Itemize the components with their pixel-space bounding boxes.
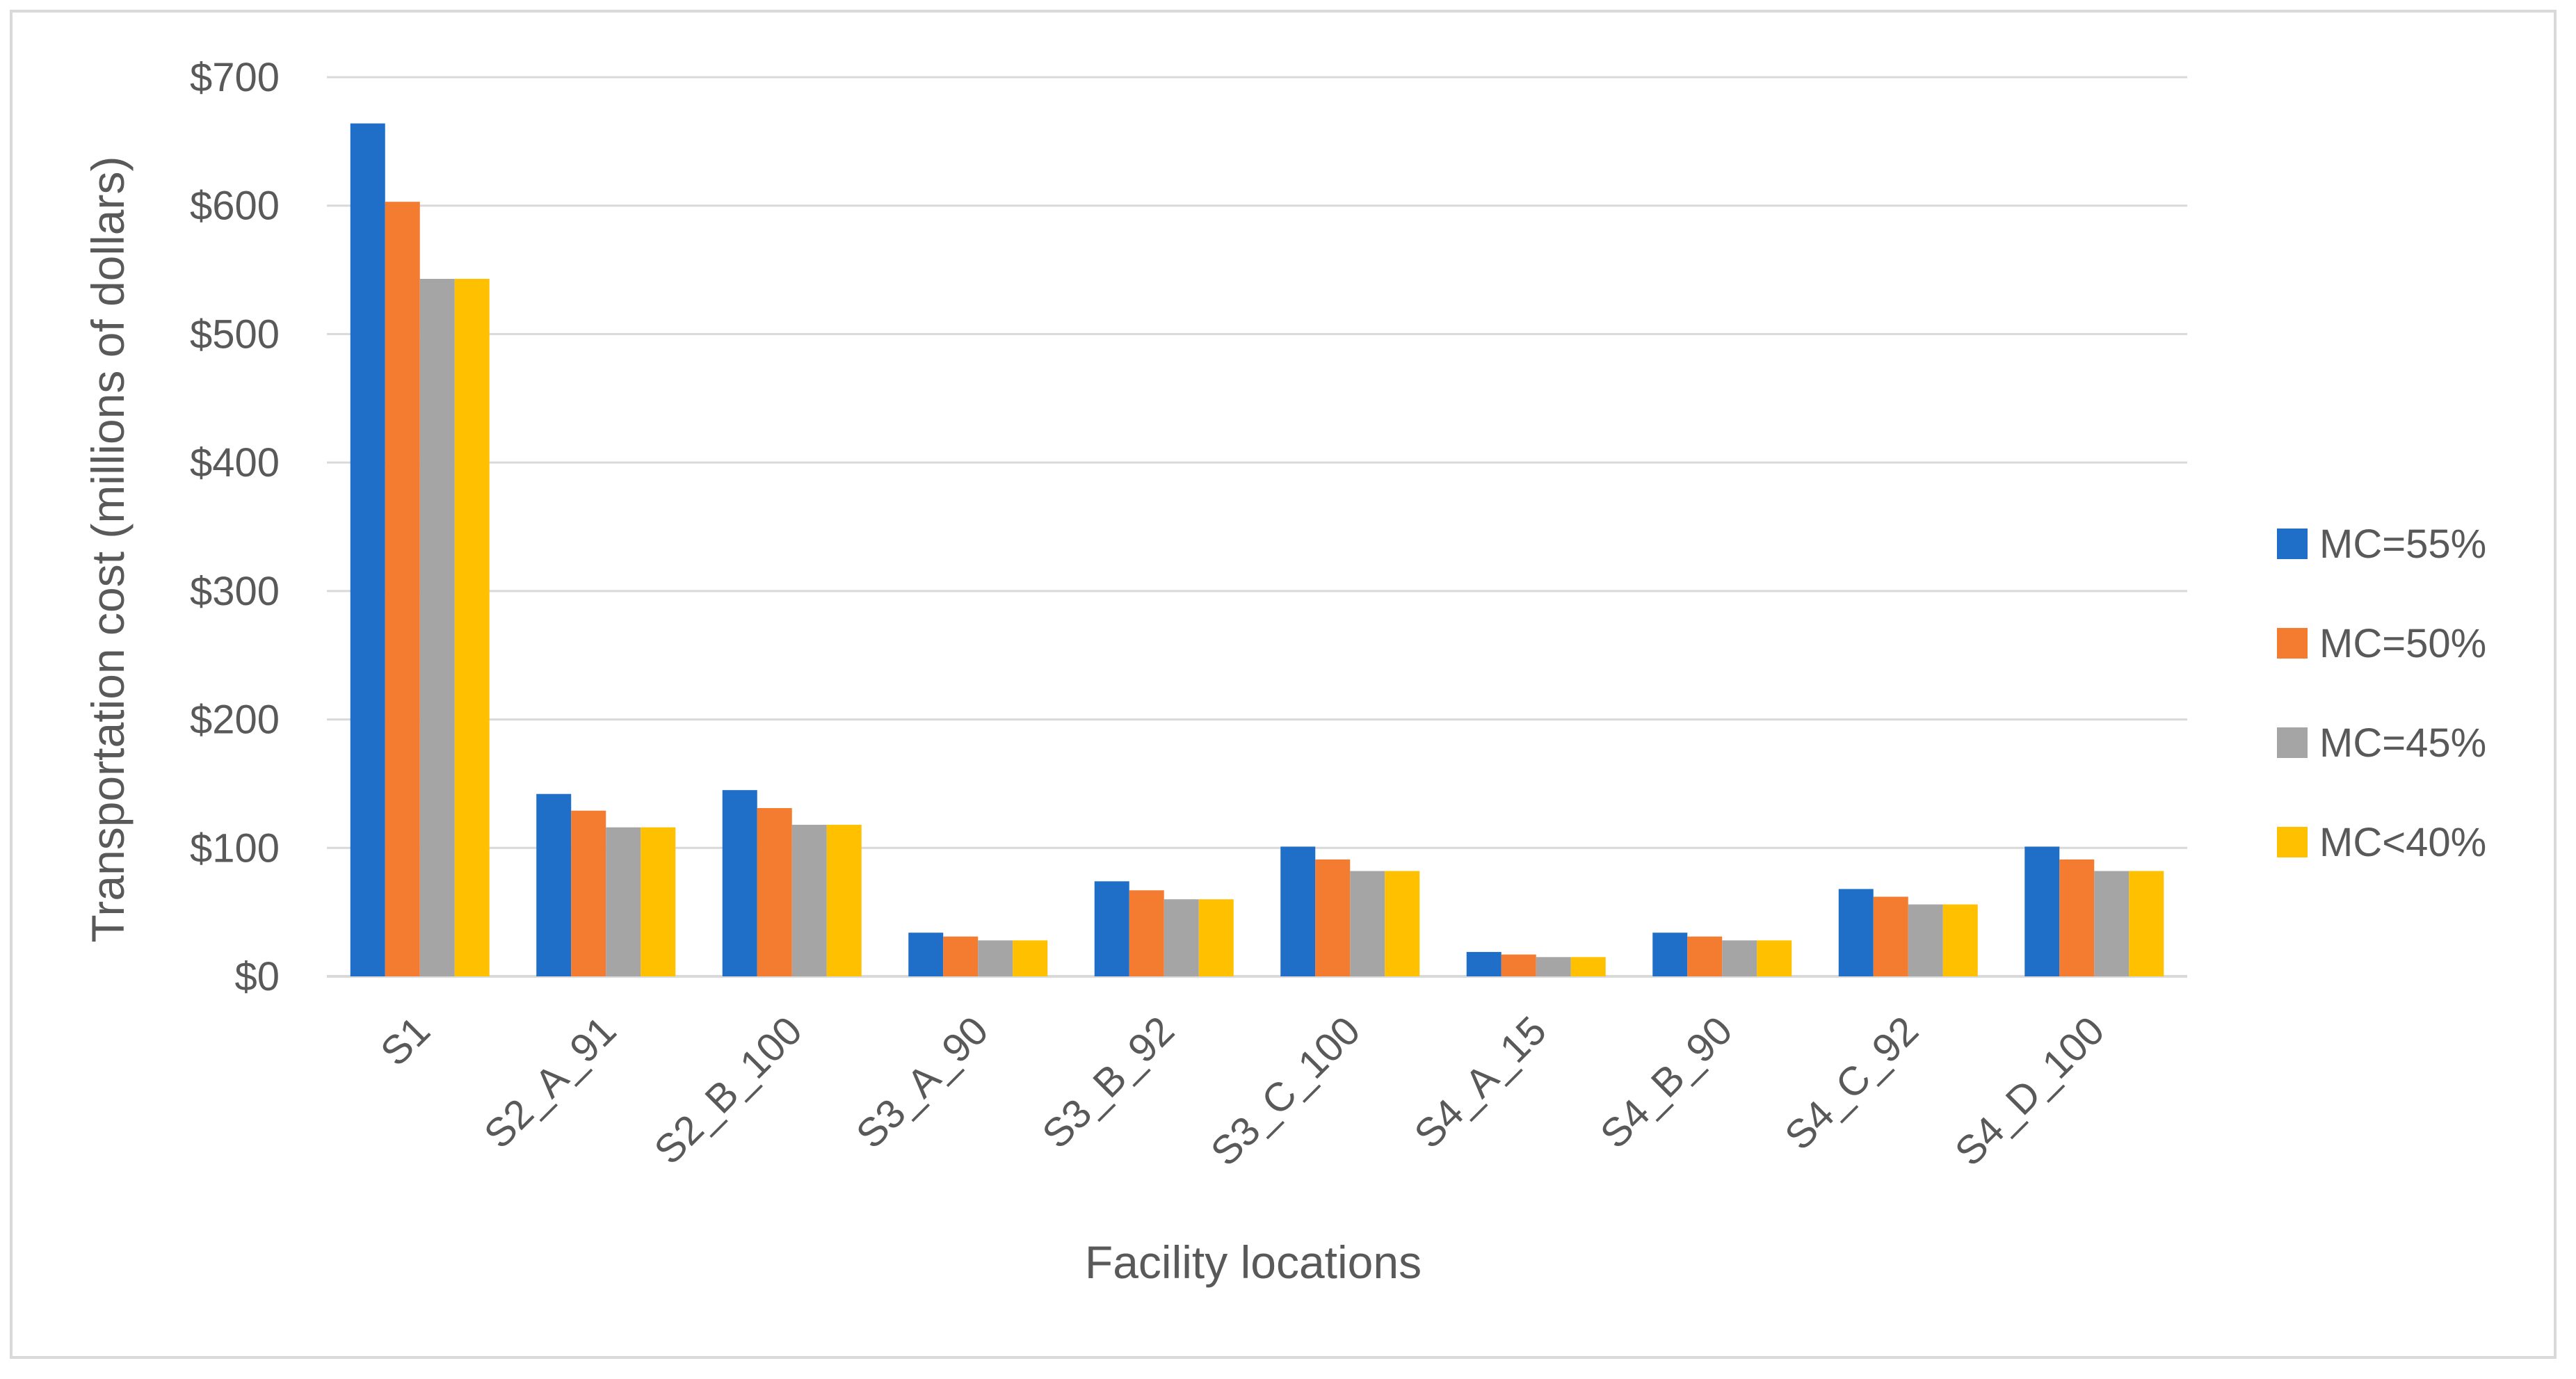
bar xyxy=(978,940,1013,976)
x-tick-label: S2_A_91 xyxy=(476,1008,625,1157)
bar xyxy=(791,825,827,976)
bar xyxy=(1942,904,1978,976)
legend-label: MC=45% xyxy=(2319,720,2486,766)
bar xyxy=(1129,890,1164,976)
bar xyxy=(722,790,757,976)
x-tick-label: S4_D_100 xyxy=(1947,1008,2114,1175)
bar xyxy=(2024,846,2060,976)
bar xyxy=(1198,899,1234,976)
x-tick-label: S4_B_90 xyxy=(1592,1008,1741,1157)
bar xyxy=(826,825,862,976)
bar xyxy=(1315,859,1351,976)
legend-item: MC=50% xyxy=(2277,621,2486,666)
bar xyxy=(943,936,979,976)
y-axis-title: Transportation cost (millions of dollars… xyxy=(82,156,134,943)
legend-swatch xyxy=(2277,727,2308,758)
legend-label: MC=55% xyxy=(2319,522,2486,567)
bar xyxy=(385,202,420,976)
bar xyxy=(571,810,606,976)
bar xyxy=(1757,940,1792,976)
x-tick-label: S3_C_100 xyxy=(1202,1008,1369,1175)
y-tick-label: $400 xyxy=(190,440,280,485)
bar xyxy=(1501,954,1536,976)
y-tick-label: $600 xyxy=(190,184,280,229)
bar xyxy=(1908,904,1943,976)
bars xyxy=(350,123,2164,976)
bar xyxy=(1722,940,1757,976)
legend-label: MC=50% xyxy=(2319,621,2486,666)
legend-swatch xyxy=(2277,529,2308,559)
bar xyxy=(1687,936,1723,976)
bar xyxy=(1536,957,1571,976)
y-tick-label: $500 xyxy=(190,312,280,357)
bar xyxy=(419,279,455,976)
bar xyxy=(1838,889,1874,976)
bar xyxy=(606,827,641,976)
bar xyxy=(2129,871,2164,976)
y-tick-label: $0 xyxy=(234,954,280,999)
y-tick-label: $200 xyxy=(190,697,280,743)
x-axis-title: Facility locations xyxy=(1085,1236,1422,1288)
legend: MC=55% MC=50% MC=45% MC<40% xyxy=(2277,522,2486,865)
bar xyxy=(1280,846,1316,976)
x-tick-labels: S1 S2_A_91 S2_B_100 S3_A_90 S3_B_92 S3_C_100 S… xyxy=(372,1008,2114,1175)
bar xyxy=(1164,899,1199,976)
x-tick-label: S3_B_92 xyxy=(1033,1008,1183,1157)
bar xyxy=(1570,957,1606,976)
bar xyxy=(536,793,572,976)
legend-item: MC<40% xyxy=(2277,820,2486,865)
bar xyxy=(1094,881,1129,976)
bar xyxy=(908,933,944,976)
bar xyxy=(454,279,490,976)
y-tick-label: $700 xyxy=(190,55,280,100)
x-tick-label: S3_A_90 xyxy=(848,1008,997,1157)
bar xyxy=(2094,871,2130,976)
bar xyxy=(1466,951,1502,976)
x-tick-label: S2_B_100 xyxy=(645,1008,811,1173)
y-tick-label: $300 xyxy=(190,569,280,614)
x-tick-label: S4_C_92 xyxy=(1776,1008,1927,1159)
bar xyxy=(1652,933,1688,976)
x-tick-label: S4_A_15 xyxy=(1406,1008,1555,1157)
bar xyxy=(1873,896,1908,976)
x-tick-label: S1 xyxy=(372,1008,439,1074)
bar xyxy=(1350,871,1385,976)
legend-label: MC<40% xyxy=(2319,820,2486,865)
bar xyxy=(2059,859,2095,976)
legend-item: MC=45% xyxy=(2277,720,2486,766)
legend-item: MC=55% xyxy=(2277,522,2486,567)
bar xyxy=(1385,871,1420,976)
bar xyxy=(641,827,676,976)
legend-swatch xyxy=(2277,827,2308,857)
bar xyxy=(1013,940,1048,976)
y-tick-label: $100 xyxy=(190,825,280,871)
bar xyxy=(350,123,385,976)
y-tick-labels: $0 $100 $200 $300 $400 $500 $600 $700 xyxy=(190,55,280,999)
legend-swatch xyxy=(2277,628,2308,659)
bar xyxy=(757,808,792,976)
